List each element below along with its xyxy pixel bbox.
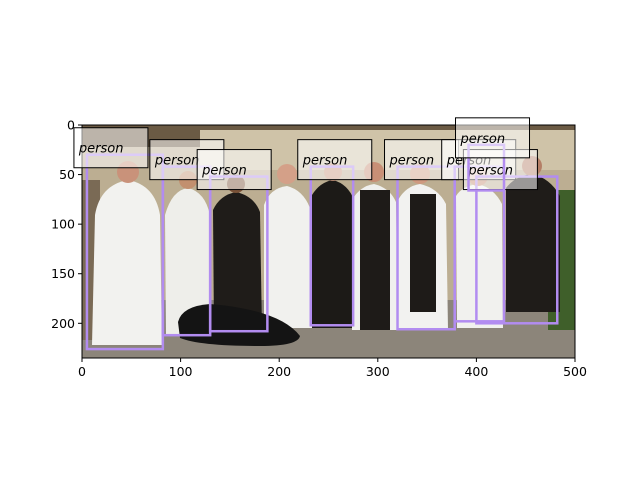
y-tick-label: 150 (51, 266, 75, 281)
detection-label: person (201, 164, 247, 179)
detection-7: person (455, 117, 531, 192)
detection-label-box (297, 139, 373, 181)
x-tick-label: 300 (366, 364, 390, 379)
detection-label-box (455, 117, 531, 159)
detection-label: person (78, 142, 124, 157)
detection-label: person (460, 132, 506, 147)
detection-label-box (73, 127, 149, 169)
detection-2: person (196, 149, 272, 333)
x-tick-label: 0 (78, 364, 86, 379)
detection-label: person (302, 154, 348, 169)
x-tick-label: 100 (169, 364, 193, 379)
detection-label-box (196, 149, 272, 191)
y-tick-label: 0 (67, 118, 75, 133)
detection-4: person (384, 139, 460, 331)
detection-label: person (154, 154, 200, 169)
x-tick-label: 500 (563, 364, 587, 379)
x-axis: 0 100 200 300 400 500 (78, 358, 587, 379)
y-tick-label: 200 (51, 316, 75, 331)
axes-frame (81, 124, 576, 359)
detection-label: person (389, 154, 435, 169)
x-tick-label: 400 (464, 364, 488, 379)
x-tick-label: 200 (267, 364, 291, 379)
y-tick-label: 100 (51, 217, 75, 232)
person-figures (92, 156, 560, 346)
y-axis: 0 50 100 150 200 (51, 118, 82, 331)
y-tick-label: 50 (59, 167, 75, 182)
detection-3: person (297, 139, 373, 327)
detection-label: person (467, 164, 513, 179)
